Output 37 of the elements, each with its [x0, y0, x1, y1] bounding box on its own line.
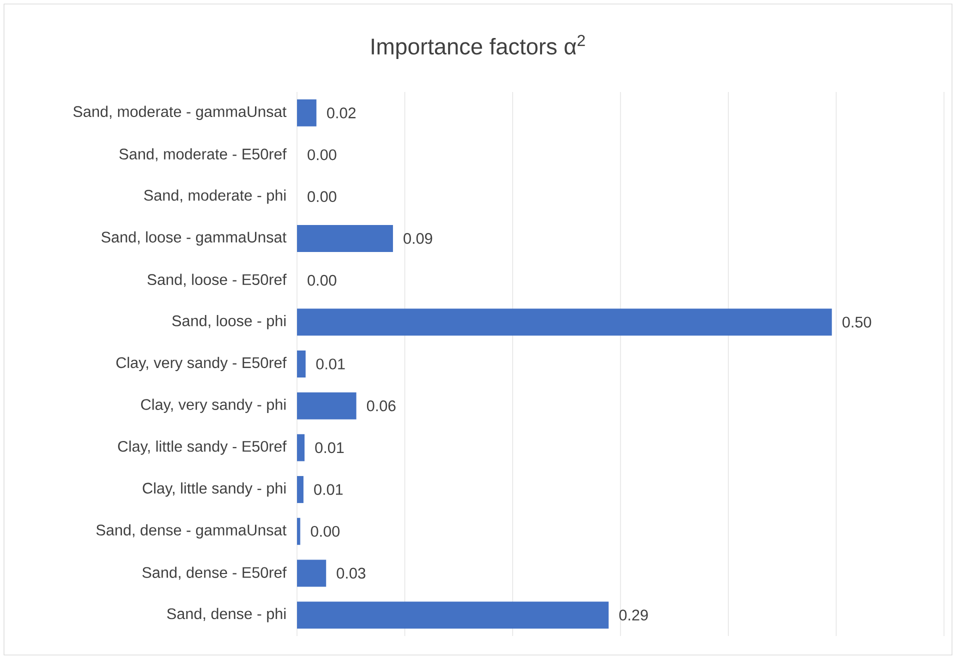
bar	[297, 518, 300, 545]
y-tick-label: Sand, loose - gammaUnsat	[102, 231, 286, 246]
y-tick-label: Sand, loose - E50ref	[148, 274, 287, 287]
data-label: 0.01	[315, 442, 344, 454]
y-tick-label: Clay, very sandy - E50ref	[116, 356, 287, 372]
bar	[297, 350, 306, 378]
data-label: 0.09	[404, 233, 432, 244]
data-label: 0.06	[366, 400, 396, 412]
y-tick-label: Sand, dense - gammaUnsat	[96, 524, 286, 539]
data-label: 0.00	[310, 526, 340, 537]
data-label: 0.00	[308, 149, 336, 160]
data-label: 0.00	[308, 191, 336, 202]
chart-title: Importance factors α$^{2}$	[372, 34, 585, 60]
data-label: 0.01	[316, 358, 345, 370]
bar	[297, 434, 305, 462]
bar	[297, 602, 609, 629]
y-tick-label: Sand, moderate - phi	[144, 189, 286, 204]
data-label: 0.03	[336, 568, 366, 579]
bar	[297, 392, 356, 420]
bar	[297, 224, 393, 252]
data-label: 0.01	[314, 484, 343, 495]
bar	[297, 560, 326, 587]
y-tick-label: Clay, little sandy - phi	[142, 482, 286, 497]
data-label: 0.02	[327, 107, 356, 118]
y-tick-label: Sand, moderate - E50ref	[119, 148, 287, 162]
bar	[297, 308, 832, 336]
data-label: 0.29	[619, 610, 648, 620]
y-tick-label: Sand, dense - E50ref	[142, 566, 287, 580]
data-label: 0.50	[842, 316, 872, 328]
data-label: 0.00	[308, 274, 336, 286]
bar	[297, 476, 304, 504]
y-tick-label: Clay, very sandy - phi	[141, 398, 286, 413]
y-tick-label: Sand, loose - phi	[172, 315, 286, 330]
bar	[297, 99, 316, 126]
y-tick-label: Sand, dense - phi	[167, 608, 286, 622]
y-tick-label: Sand, moderate - gammaUnsat	[73, 106, 286, 120]
y-tick-label: Clay, little sandy - E50ref	[118, 440, 287, 455]
